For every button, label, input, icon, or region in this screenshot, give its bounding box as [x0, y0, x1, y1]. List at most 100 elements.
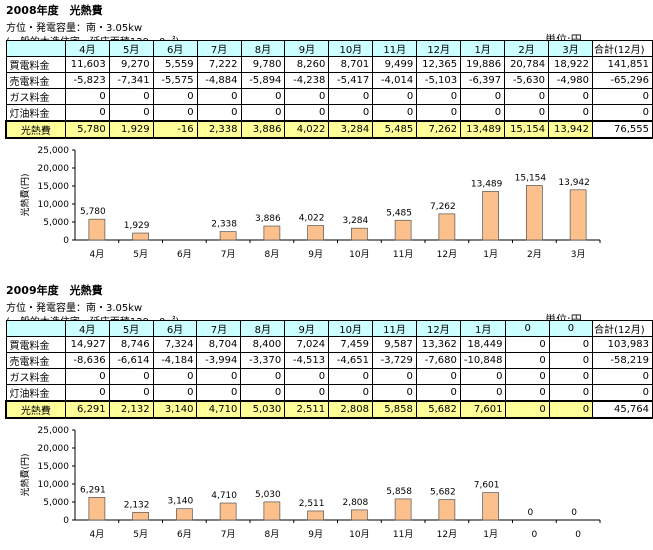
bar	[132, 232, 149, 241]
header-row: 4月 5月 6月 7月 8月 9月 10月 11月 12月 1月 2月 3月 合計(12月)	[5, 40, 653, 57]
value-cell: 0	[548, 104, 594, 122]
value-cell: -5,894	[240, 72, 286, 89]
value-cell: 3,886	[240, 120, 286, 139]
value-cell: 0	[460, 88, 506, 105]
month-header: 2月	[504, 40, 550, 57]
value-cell: 5,485	[372, 120, 418, 139]
data-label: 3,140	[167, 497, 193, 507]
value-cell: -3,729	[372, 352, 417, 369]
value-cell: -3,370	[240, 352, 286, 369]
month-header: 6月	[152, 320, 198, 337]
value-cell: 0	[372, 368, 417, 385]
y-tick-label: 20,000	[38, 444, 70, 454]
row-label: 買電料金	[5, 56, 66, 73]
value-cell: 0	[328, 368, 374, 385]
y-axis-label: 光熱費(円)	[19, 453, 31, 496]
month-header: 6月	[152, 40, 198, 57]
bar	[394, 219, 412, 241]
x-tick-label: 8月	[265, 249, 280, 260]
y-tick-label: 10,000	[38, 480, 70, 490]
month-header: 8月	[240, 320, 286, 337]
table-row: 光熱費 6,291 2,132 3,140 4,710 5,030 2,511 2,808 5,…	[4, 400, 653, 419]
value-cell: 0	[548, 368, 594, 385]
value-cell: 0	[548, 88, 594, 105]
month-header: 7月	[196, 40, 242, 57]
value-cell: 0	[372, 104, 418, 122]
value-cell: 4,022	[284, 120, 330, 139]
value-cell: 0	[328, 88, 374, 105]
month-header: 12月	[416, 40, 462, 57]
month-header: 3月	[548, 40, 594, 57]
month-header: 5月	[108, 40, 154, 57]
y-tick-label: 10,000	[38, 200, 70, 210]
value-cell: -6,397	[460, 72, 506, 89]
value-cell: 0	[196, 384, 242, 402]
row-label: 光熱費	[4, 120, 66, 139]
value-cell: 8,260	[284, 56, 330, 73]
data-label: 3,886	[255, 214, 281, 224]
row-label: 売電料金	[5, 72, 66, 89]
value-cell: 0	[415, 384, 461, 402]
x-tick-label: 6月	[177, 529, 192, 540]
value-cell: 7,459	[328, 336, 374, 353]
x-tick-label: 7月	[221, 249, 236, 260]
value-cell: -4,238	[284, 72, 330, 89]
table-row: ガス料金 0 0 0 0 0 0 0 0 0 0 0 0 0	[5, 368, 653, 385]
data-label: 3,284	[342, 216, 368, 226]
value-cell: 0	[505, 336, 550, 353]
value-cell: 5,030	[240, 400, 286, 419]
value-cell: 5,780	[64, 120, 110, 139]
month-header: 7月	[196, 320, 242, 337]
value-cell: 7,324	[152, 336, 198, 353]
data-label: 6,291	[80, 485, 106, 495]
value-cell: -7,680	[415, 352, 461, 369]
value-cell: 20,784	[504, 56, 550, 73]
value-cell: -4,513	[284, 352, 330, 369]
bar	[351, 509, 368, 521]
table-row: 買電料金 14,927 8,746 7,324 8,704 8,400 7,024 7,459…	[5, 336, 653, 353]
section-title: 2009年度 光熱費	[6, 284, 103, 297]
value-cell: 0	[328, 384, 374, 402]
data-label: 5,030	[255, 490, 281, 500]
x-tick-label: 3月	[571, 249, 586, 260]
bar	[307, 225, 324, 241]
bar	[176, 508, 193, 521]
x-tick-label: 5月	[133, 249, 148, 260]
data-label: 15,154	[515, 173, 547, 183]
value-cell: 0	[240, 104, 286, 122]
value-cell: 0	[152, 384, 198, 402]
table-row: 売電料金 -8,636 -6,614 -4,184 -3,994 -3,370 -4,513…	[5, 352, 653, 369]
value-cell: 0	[64, 368, 110, 385]
value-cell: 0	[284, 368, 330, 385]
value-cell: 0	[196, 104, 242, 122]
value-cell: 0	[284, 384, 330, 402]
cost-chart: 0 5,000 10,000 15,000 20,000 25,000 光熱費(円) 5,78…	[19, 146, 601, 260]
data-label: 0	[571, 508, 577, 518]
total-cell: 76,555	[592, 120, 653, 139]
value-cell: 0	[108, 368, 154, 385]
total-header: 合計(12月)	[592, 40, 653, 57]
value-cell: -4,651	[328, 352, 374, 369]
x-tick-label: 0	[532, 530, 538, 540]
month-header: 9月	[284, 320, 330, 337]
value-cell: 3,284	[328, 120, 374, 139]
month-header: 1月	[459, 320, 507, 337]
value-cell: 2,132	[108, 400, 154, 419]
value-cell: 0	[64, 88, 110, 105]
value-cell: -5,630	[504, 72, 550, 89]
value-cell: 2,511	[284, 400, 330, 419]
x-tick-label: 6月	[177, 249, 192, 260]
value-cell: -5,823	[64, 72, 110, 89]
value-cell: 0	[152, 88, 198, 105]
bar	[482, 492, 499, 521]
value-cell: 7,222	[196, 56, 242, 73]
total-cell: 0	[592, 88, 653, 105]
x-tick-label: 12月	[437, 249, 457, 260]
value-cell: 0	[284, 88, 330, 105]
value-cell: -7,341	[108, 72, 154, 89]
x-tick-label: 4月	[90, 529, 105, 540]
row-label: ガス料金	[5, 368, 66, 385]
x-tick-label: 1月	[483, 529, 498, 540]
y-tick-label: 5,000	[43, 218, 69, 228]
